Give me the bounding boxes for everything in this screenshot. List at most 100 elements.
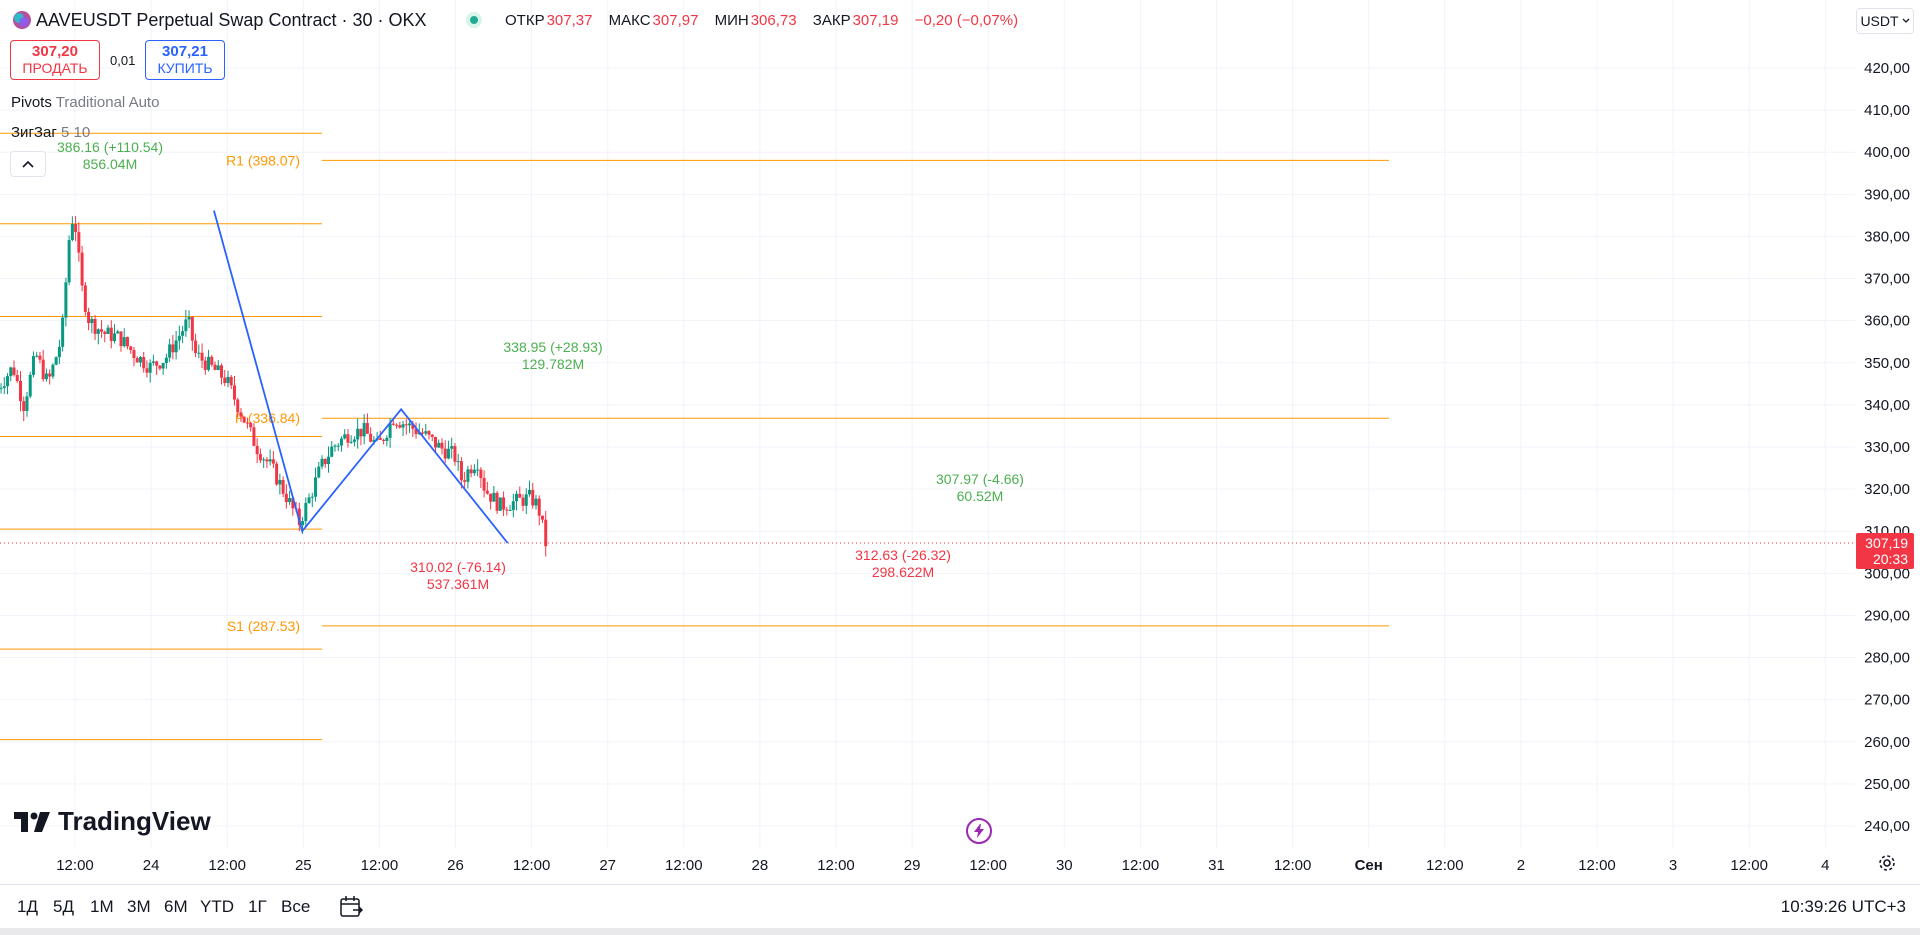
candle-body: [349, 441, 353, 443]
flash-button[interactable]: [966, 818, 992, 844]
zigzag-label-value: 338.95 (+28.93): [503, 339, 602, 355]
range-all-button[interactable]: Все: [281, 897, 311, 916]
range-1y-button[interactable]: 1Г: [248, 897, 267, 916]
ohlc-close-value: 307,19: [852, 12, 899, 29]
candle-body: [268, 459, 272, 462]
candle-body: [297, 508, 301, 526]
candle-body: [534, 498, 538, 506]
candle-body: [236, 399, 240, 413]
time-axis-tick: 30: [1056, 857, 1073, 874]
chevron-down-icon: [1902, 18, 1910, 23]
candle-body: [181, 331, 185, 336]
range-5d-button[interactable]: 5Д: [53, 897, 74, 916]
candle-body: [505, 509, 509, 511]
zigzag-line: [213, 210, 509, 544]
candle-body: [408, 423, 412, 426]
candle-body: [44, 373, 48, 380]
price-axis-tick: 270,00: [1864, 692, 1910, 709]
price-axis-tick: 410,00: [1864, 102, 1910, 119]
candle-body: [284, 493, 288, 503]
candle-body: [466, 469, 470, 482]
candle-body: [242, 416, 246, 423]
candle-body: [122, 337, 126, 347]
buy-button[interactable]: 307,21 КУПИТЬ: [145, 40, 225, 80]
price-axis-tick: 380,00: [1864, 228, 1910, 245]
candle-body: [352, 439, 356, 442]
time-axis-tick: 12:00: [361, 857, 399, 874]
candle-body: [314, 477, 318, 497]
candle-body: [528, 489, 532, 495]
candle-body: [320, 458, 324, 467]
candle-body: [90, 318, 94, 324]
candle-body: [288, 498, 292, 503]
price-axis-tick: 370,00: [1864, 271, 1910, 288]
candle-body: [96, 329, 100, 334]
candle-body: [245, 422, 249, 424]
candle-body: [9, 367, 13, 377]
candle-body: [515, 493, 519, 502]
time-axis-tick: 12:00: [665, 857, 703, 874]
range-1m-button[interactable]: 1М: [90, 897, 114, 916]
candle-body: [544, 519, 548, 547]
time-axis-tick: 12:00: [1122, 857, 1160, 874]
candle-body: [249, 422, 253, 428]
time-axis-tick: 12:00: [1730, 857, 1768, 874]
candle-body: [495, 492, 499, 511]
candle-body: [67, 240, 71, 283]
indicator-pivots[interactable]: Pivots Traditional Auto: [11, 94, 159, 111]
price-axis-tick: 400,00: [1864, 144, 1910, 161]
sell-price: 307,20: [32, 43, 78, 60]
candle-body: [385, 437, 389, 441]
candle-body: [220, 365, 224, 378]
candle-body: [391, 423, 395, 425]
candle-body: [343, 434, 347, 439]
ohlc-open-value: 307,37: [546, 12, 593, 29]
candle-body: [301, 521, 305, 526]
clock-timezone[interactable]: 10:39:26 UTC+3: [1780, 897, 1906, 916]
candle-body: [232, 385, 236, 400]
indicator-pivots-params: Traditional Auto: [55, 94, 160, 111]
candle-body: [223, 377, 227, 384]
collapse-legend-button[interactable]: [10, 151, 46, 177]
zigzag-label-value: 307.97 (-4.66): [936, 471, 1024, 487]
time-axis-tick: 12:00: [1426, 857, 1464, 874]
candle-body: [411, 423, 415, 429]
candle-body: [369, 433, 373, 442]
candle-body: [440, 442, 444, 449]
candle-body: [433, 436, 437, 448]
candle-body: [155, 361, 159, 366]
price-axis-tick: 340,00: [1864, 397, 1910, 414]
sell-label: ПРОДАТЬ: [22, 60, 88, 76]
price-axis-tick: 320,00: [1864, 481, 1910, 498]
zigzag-label-volume: 298.622M: [872, 564, 934, 580]
time-axis-tick: 12:00: [513, 857, 551, 874]
candle-body: [61, 317, 65, 347]
candle-body: [463, 480, 467, 482]
zigzag-label-volume: 856.04M: [83, 156, 137, 172]
candle-body: [524, 494, 528, 506]
price-axis-tick: 420,00: [1864, 60, 1910, 77]
tradingview-logo-icon: [14, 811, 50, 832]
range-1d-button[interactable]: 1Д: [17, 897, 38, 916]
candle-body: [326, 456, 330, 465]
currency-dropdown[interactable]: USDT: [1856, 8, 1914, 34]
range-ytd-button[interactable]: YTD: [200, 897, 234, 916]
sell-button[interactable]: 307,20 ПРОДАТЬ: [10, 40, 100, 80]
buy-label: КУПИТЬ: [157, 60, 213, 76]
chart-settings-gear-icon[interactable]: [1876, 852, 1898, 874]
symbol-title[interactable]: AAVEUSDT Perpetual Swap Contract · 30 · …: [36, 10, 427, 30]
chevron-up-icon: [22, 160, 34, 168]
symbol-logo-icon: [13, 11, 31, 29]
range-6m-button[interactable]: 6М: [164, 897, 188, 916]
candle-body: [469, 469, 473, 474]
range-3m-button[interactable]: 3М: [127, 897, 151, 916]
indicator-zigzag[interactable]: ЗигЗаг 5 10: [11, 124, 90, 141]
tradingview-logo[interactable]: TradingView: [14, 806, 211, 837]
goto-date-calendar-icon[interactable]: [338, 894, 364, 920]
candle-body: [80, 252, 84, 286]
zigzag-label-volume: 537.361M: [427, 576, 489, 592]
time-axis-tick: 24: [143, 857, 160, 874]
candle-body: [330, 446, 334, 457]
candle-body: [22, 401, 26, 412]
